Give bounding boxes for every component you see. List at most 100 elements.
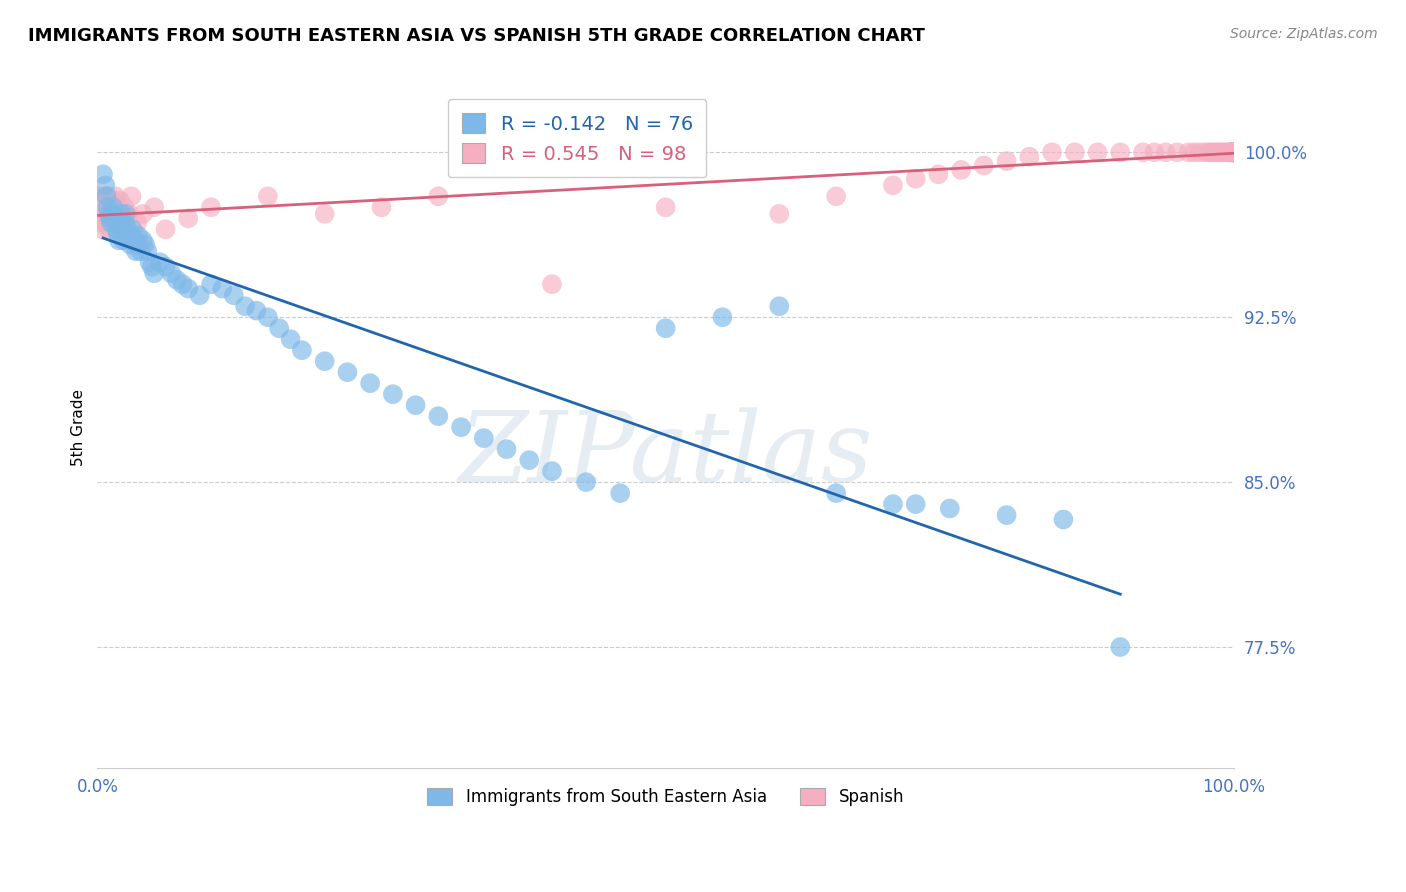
Point [90,194,112,208]
Point [149,255,172,269]
Point [1063,145,1085,160]
Point [1199,145,1222,160]
Point [94,178,117,193]
Point [950,162,973,177]
Point [222,288,245,302]
Point [575,475,598,489]
Point [1040,145,1063,160]
Point [336,365,359,379]
Point [129,244,152,259]
Point [211,282,233,296]
Point [904,171,927,186]
Point [96,194,118,208]
Point [100,216,122,230]
Point [256,189,278,203]
Point [103,207,125,221]
Point [1212,145,1234,160]
Point [132,233,155,247]
Point [1205,145,1227,160]
Point [200,200,222,214]
Point [97,222,120,236]
Point [1219,145,1241,160]
Point [172,277,194,292]
Point [120,189,142,203]
Point [108,207,131,221]
Point [825,486,848,500]
Point [1220,145,1243,160]
Point [117,227,139,241]
Point [97,200,120,214]
Point [94,189,117,203]
Point [1087,145,1109,160]
Point [108,194,131,208]
Point [495,442,517,457]
Point [93,200,115,214]
Point [98,211,121,226]
Point [125,244,148,259]
Point [472,431,495,445]
Point [1222,145,1244,160]
Point [882,497,904,511]
Point [314,354,336,368]
Point [91,167,114,181]
Point [134,237,156,252]
Point [1216,145,1239,160]
Point [1109,145,1132,160]
Point [108,233,131,247]
Point [517,453,540,467]
Point [882,178,904,193]
Point [97,189,120,203]
Point [155,260,177,274]
Point [90,207,112,221]
Point [654,321,676,335]
Point [1222,145,1244,160]
Point [90,216,112,230]
Point [1109,640,1132,654]
Point [94,207,117,221]
Point [1198,145,1220,160]
Point [1222,145,1244,160]
Point [1223,145,1246,160]
Point [904,497,927,511]
Point [97,200,120,214]
Point [89,189,111,203]
Point [995,508,1018,522]
Point [121,222,143,236]
Point [1223,145,1246,160]
Point [427,409,450,424]
Point [108,216,131,230]
Point [115,222,138,236]
Point [103,211,125,226]
Point [1202,145,1225,160]
Point [100,200,122,214]
Point [1223,145,1246,160]
Point [101,207,124,221]
Point [1223,145,1246,160]
Point [96,216,118,230]
Y-axis label: 5th Grade: 5th Grade [72,389,86,466]
Point [103,200,125,214]
Point [1177,145,1199,160]
Point [132,207,155,221]
Legend: Immigrants from South Eastern Asia, Spanish: Immigrants from South Eastern Asia, Span… [419,780,912,814]
Point [1222,145,1244,160]
Point [1223,145,1246,160]
Point [541,464,564,478]
Point [768,299,790,313]
Point [103,222,125,236]
Point [188,288,211,302]
Point [200,277,222,292]
Point [269,321,291,335]
Point [1223,145,1246,160]
Point [1206,145,1229,160]
Point [609,486,631,500]
Point [97,207,120,221]
Point [256,310,278,325]
Point [1222,145,1244,160]
Point [155,222,177,236]
Point [1132,145,1154,160]
Point [91,194,114,208]
Point [654,200,676,214]
Point [104,189,127,203]
Point [110,207,132,221]
